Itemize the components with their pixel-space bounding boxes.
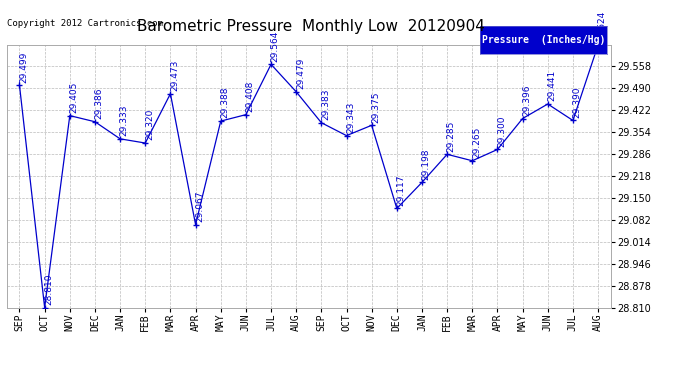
Text: 29.499: 29.499: [19, 51, 28, 82]
Text: 29.386: 29.386: [95, 87, 103, 119]
Text: 29.479: 29.479: [296, 58, 305, 89]
Text: 29.396: 29.396: [522, 84, 531, 116]
Text: 29.473: 29.473: [170, 60, 179, 91]
Text: 29.383: 29.383: [321, 88, 330, 120]
Text: Pressure  (Inches/Hg): Pressure (Inches/Hg): [482, 35, 605, 45]
Text: 29.375: 29.375: [371, 91, 380, 123]
Text: 29.624: 29.624: [598, 11, 607, 42]
Text: 29.441: 29.441: [547, 70, 556, 101]
Text: 29.405: 29.405: [70, 81, 79, 113]
Text: 29.320: 29.320: [145, 109, 154, 140]
Text: 29.343: 29.343: [346, 102, 355, 133]
Text: Barometric Pressure  Monthly Low  20120904: Barometric Pressure Monthly Low 20120904: [137, 19, 484, 34]
Text: 29.285: 29.285: [447, 120, 456, 152]
Text: 28.810: 28.810: [44, 273, 53, 305]
Text: 29.117: 29.117: [397, 174, 406, 206]
Text: 29.333: 29.333: [120, 105, 129, 136]
Text: 29.300: 29.300: [497, 115, 506, 147]
Text: 29.408: 29.408: [246, 81, 255, 112]
Text: 29.067: 29.067: [195, 190, 204, 222]
Text: 29.198: 29.198: [422, 148, 431, 180]
Text: 29.564: 29.564: [270, 30, 279, 62]
Text: 29.390: 29.390: [573, 86, 582, 118]
Text: 29.265: 29.265: [472, 127, 481, 158]
Text: 29.388: 29.388: [220, 87, 229, 118]
Text: Copyright 2012 Cartronics.com: Copyright 2012 Cartronics.com: [7, 19, 163, 28]
